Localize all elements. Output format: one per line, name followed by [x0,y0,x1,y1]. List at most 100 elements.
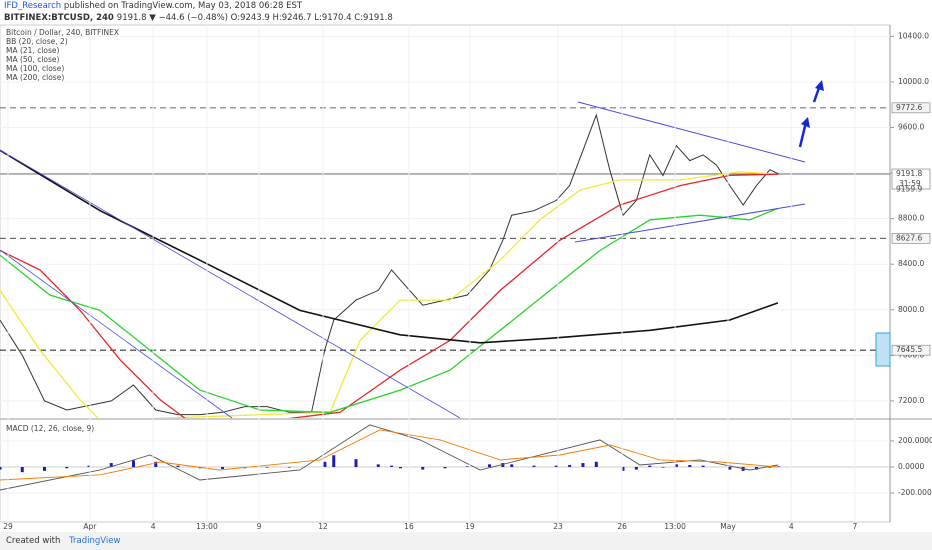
histogram-bar [443,466,447,469]
drawings [0,80,891,419]
histogram-bar [43,466,46,471]
published: published on TradingView.com, May 03, 20… [63,1,303,11]
histogram-bar [154,461,158,467]
x-tick-label: 4 [789,522,794,531]
x-tick-label: 26 [617,522,627,531]
histogram-bar [287,466,291,468]
histogram-bar [354,459,358,467]
histogram-bar [648,465,652,467]
price-box [891,168,931,190]
histogram-bar [701,465,705,467]
histogram-bar [132,460,135,467]
symbol: BITFINEX:BTCUSD, 240 [4,13,114,23]
legend-item[interactable]: MA (200, close) [6,73,65,82]
arrow [801,117,810,128]
x-tick-label: 23 [553,522,563,531]
x-tick-label: 13:00 [196,522,218,531]
y-tick-label: 7200.0 [898,396,924,405]
histogram-bar [661,466,665,468]
legend-item[interactable]: MA (21, close) [6,46,60,55]
legend-item[interactable]: MA (50, close) [6,55,60,64]
histogram-bar [554,465,558,467]
x-tick-label: 19 [465,522,475,531]
histogram-bar [65,466,69,469]
x-tick-label: 7 [852,522,857,531]
histogram-bar [265,466,269,468]
histogram-bar [674,464,678,467]
legend-item[interactable]: BB (20, close, 2) [6,37,68,46]
last-price: 9191.8 [896,169,922,178]
histogram-bar [323,461,327,467]
y-tick-label: 10000.0 [898,77,929,86]
y-tick-label: 8000.0 [898,305,924,314]
histogram-bar [621,466,625,471]
histogram-bar [581,463,585,467]
series-line [0,429,778,481]
series-line [0,207,779,413]
series-line [0,171,778,418]
level-box [891,102,931,114]
level-label: 9772.6 [896,103,922,112]
histogram-bar [594,461,598,467]
histogram-bar [332,455,336,467]
histogram-bar [465,466,469,467]
x-tick-label: 16 [404,522,414,531]
countdown: 31:59 [899,179,921,188]
brand[interactable]: TradingView [69,536,121,546]
x-tick-label: 4 [151,522,156,531]
trend-line [577,101,806,163]
histogram-bar [221,466,224,469]
plot-frame [0,24,891,523]
y-tick-label: 0.0000 [898,462,924,471]
histogram-bar [688,465,692,467]
level-label: 8627.6 [896,233,922,242]
histogram-bar [376,464,380,467]
range-marker [875,332,891,367]
histogram-bar [501,463,505,467]
symbol-line: BITFINEX:BTCUSD, 240 9191.8 ▼ −44.6 (−0.… [4,12,393,24]
y-tick-label: 200.0000 [898,436,932,445]
y-tick-label: 10400.0 [898,31,929,40]
macd-pane [0,424,890,494]
histogram-bar [634,466,638,470]
level-box [891,344,931,356]
histogram-bar [390,465,394,467]
footer: Created with TradingView [0,532,932,550]
header: IFD_Research published on TradingView.co… [4,0,393,24]
y-tick-label: 8400.0 [898,259,924,268]
histogram-bar [728,466,732,470]
legend-item[interactable]: Bitcoin / Dollar, 240, BITFINEX [6,28,120,37]
author: IFD_Research [4,1,62,11]
trend-line [574,203,806,243]
series-line [0,173,778,418]
histogram-bar [777,466,781,467]
publish-line: IFD_Research published on TradingView.co… [4,0,393,12]
legend: Bitcoin / Dollar, 240, BITFINEX BB (20, c… [6,28,119,82]
trend-line [0,249,233,419]
arrow [798,121,808,148]
y-tick-label: 9600.0 [898,123,924,132]
series-line [0,424,778,491]
y-tick-label: 8800.0 [898,214,924,223]
histogram-bar [399,466,402,469]
histogram-bar [568,465,572,467]
arrow [815,80,824,91]
series-line [0,113,780,416]
histogram-bar [0,466,2,470]
histogram-bar [421,466,425,470]
trend-line [0,149,461,419]
legend-item[interactable]: MA (100, close) [6,64,65,73]
macd-title: MACD (12, 26, close, 9) [6,424,95,433]
chart: 7200.07600.08000.08400.08800.09200.09600… [0,24,932,531]
x-tick-label: May [720,522,736,531]
x-tick-label: Apr [83,522,97,531]
histogram-bar [488,464,491,467]
series-line [0,149,779,344]
y-tick-label: -200.0000 [898,488,932,497]
histogram-bar [176,465,180,467]
histogram-bar [87,465,91,467]
price-pane [0,35,890,418]
x-tick-label: 29 [3,522,13,531]
histogram-bar [109,463,113,467]
